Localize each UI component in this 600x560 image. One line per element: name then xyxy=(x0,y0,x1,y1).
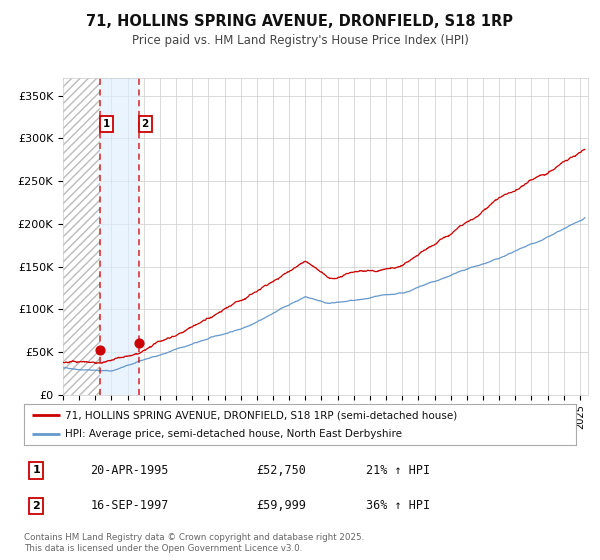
Text: £59,999: £59,999 xyxy=(256,499,306,512)
Text: £52,750: £52,750 xyxy=(256,464,306,477)
Text: 2: 2 xyxy=(32,501,40,511)
Text: 71, HOLLINS SPRING AVENUE, DRONFIELD, S18 1RP: 71, HOLLINS SPRING AVENUE, DRONFIELD, S1… xyxy=(86,14,514,29)
Text: 1: 1 xyxy=(103,119,110,129)
Text: 16-SEP-1997: 16-SEP-1997 xyxy=(90,499,169,512)
Text: 21% ↑ HPI: 21% ↑ HPI xyxy=(366,464,430,477)
Text: Price paid vs. HM Land Registry's House Price Index (HPI): Price paid vs. HM Land Registry's House … xyxy=(131,34,469,46)
Text: 71, HOLLINS SPRING AVENUE, DRONFIELD, S18 1RP (semi-detached house): 71, HOLLINS SPRING AVENUE, DRONFIELD, S1… xyxy=(65,410,458,421)
Text: 1: 1 xyxy=(32,465,40,475)
Text: 20-APR-1995: 20-APR-1995 xyxy=(90,464,169,477)
Bar xyxy=(63,78,100,395)
Point xyxy=(134,339,144,348)
Text: 36% ↑ HPI: 36% ↑ HPI xyxy=(366,499,430,512)
Text: Contains HM Land Registry data © Crown copyright and database right 2025.
This d: Contains HM Land Registry data © Crown c… xyxy=(24,533,364,553)
Bar xyxy=(100,78,139,395)
Text: HPI: Average price, semi-detached house, North East Derbyshire: HPI: Average price, semi-detached house,… xyxy=(65,429,403,439)
Point xyxy=(95,345,105,354)
Text: 2: 2 xyxy=(142,119,149,129)
